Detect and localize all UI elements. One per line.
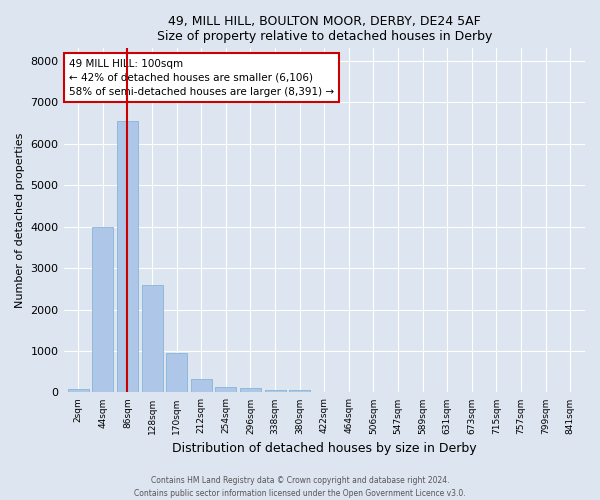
Bar — [142, 284, 163, 393]
Text: Contains HM Land Registry data © Crown copyright and database right 2024.
Contai: Contains HM Land Registry data © Crown c… — [134, 476, 466, 498]
Bar — [92, 226, 113, 392]
Bar — [215, 387, 236, 392]
X-axis label: Distribution of detached houses by size in Derby: Distribution of detached houses by size … — [172, 442, 476, 455]
Bar — [265, 390, 286, 392]
Bar — [289, 390, 310, 392]
Bar — [240, 388, 261, 392]
Title: 49, MILL HILL, BOULTON MOOR, DERBY, DE24 5AF
Size of property relative to detach: 49, MILL HILL, BOULTON MOOR, DERBY, DE24… — [157, 15, 492, 43]
Text: 49 MILL HILL: 100sqm
← 42% of detached houses are smaller (6,106)
58% of semi-de: 49 MILL HILL: 100sqm ← 42% of detached h… — [69, 58, 334, 96]
Y-axis label: Number of detached properties: Number of detached properties — [15, 132, 25, 308]
Bar — [117, 121, 138, 392]
Bar — [166, 353, 187, 393]
Bar — [68, 390, 89, 392]
Bar — [191, 379, 212, 392]
